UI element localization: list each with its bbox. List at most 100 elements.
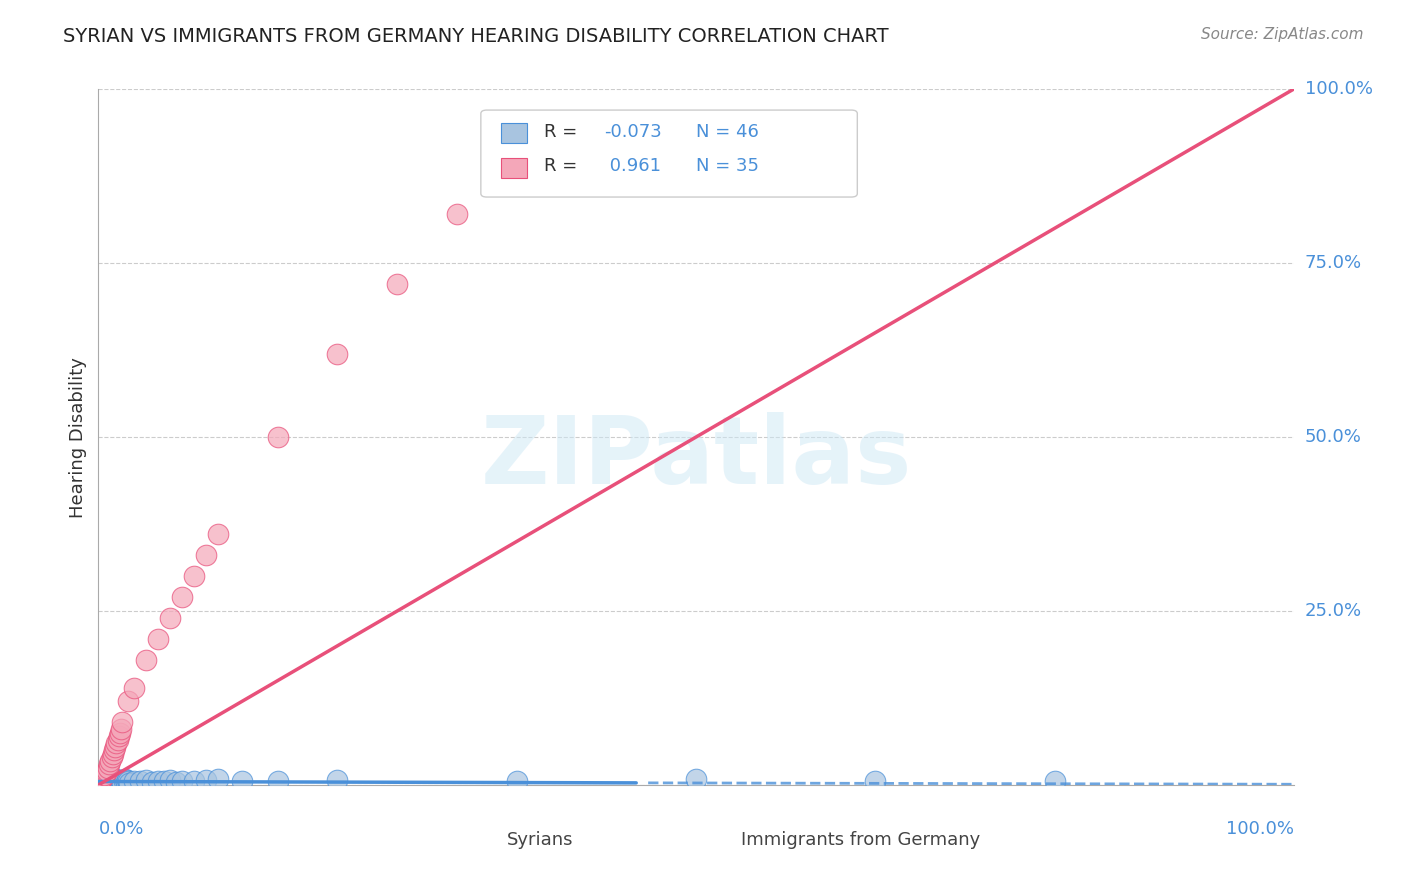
Point [1043,774,1066,789]
Point [183,774,205,789]
Text: Source: ZipAtlas.com: Source: ZipAtlas.com [1201,27,1364,42]
Point [93,776,115,790]
Point [87,774,110,789]
Point [685,772,707,787]
Point [110,774,132,789]
Text: 0.0%: 0.0% [98,820,143,838]
Point [172,590,194,604]
Point [105,772,128,787]
Point [107,775,129,789]
Text: R =: R = [544,122,583,141]
Text: N = 46: N = 46 [696,122,759,141]
Point [117,774,139,789]
Text: 25.0%: 25.0% [1305,602,1362,620]
Point [111,776,134,790]
Text: R =: R = [544,157,583,176]
Point [100,775,122,789]
Point [117,694,139,708]
Point [135,773,157,788]
Point [153,774,176,789]
Point [446,207,468,221]
Point [94,765,117,780]
Point [506,774,529,789]
Point [326,346,349,360]
Point [115,773,138,788]
Text: 100.0%: 100.0% [1305,80,1372,98]
Point [114,772,136,787]
Point [98,772,121,786]
Point [91,775,114,789]
Point [89,773,111,788]
Bar [702,830,731,849]
Point [506,131,529,145]
Point [118,776,141,790]
Point [159,773,181,788]
Point [108,773,131,788]
Point [267,774,290,789]
Point [148,773,170,788]
Text: ZIPatlas: ZIPatlas [481,412,911,504]
Bar [501,158,527,178]
Point [97,760,120,774]
Point [207,527,229,541]
Point [101,773,124,788]
Text: 0.961: 0.961 [605,157,661,176]
Point [107,732,129,747]
Text: -0.073: -0.073 [605,122,662,141]
Point [103,774,125,789]
Text: Immigrants from Germany: Immigrants from Germany [741,831,980,849]
Point [207,772,229,787]
Point [87,774,110,789]
Point [115,775,138,789]
Point [90,772,112,787]
Point [110,723,132,737]
Text: 50.0%: 50.0% [1305,428,1361,446]
Point [90,773,112,788]
Point [124,773,146,788]
Text: SYRIAN VS IMMIGRANTS FROM GERMANY HEARING DISABILITY CORRELATION CHART: SYRIAN VS IMMIGRANTS FROM GERMANY HEARIN… [63,27,889,45]
Y-axis label: Hearing Disability: Hearing Disability [69,357,87,517]
Point [104,776,127,790]
Point [148,632,170,646]
Point [194,773,217,788]
Point [91,770,114,784]
Point [111,715,134,730]
Point [107,773,129,788]
Point [108,726,131,740]
Point [100,750,122,764]
Point [93,767,115,781]
Point [91,773,114,788]
Point [267,430,290,444]
Bar [470,830,498,849]
Point [98,773,122,788]
Point [104,739,127,754]
Text: 100.0%: 100.0% [1226,820,1294,838]
Point [124,681,146,695]
Point [98,754,122,768]
Point [129,774,152,789]
Point [194,549,217,563]
Point [105,736,128,750]
Point [183,569,205,583]
Text: Syrians: Syrians [508,831,574,849]
Point [101,747,124,761]
Point [172,773,194,788]
Point [165,775,187,789]
FancyBboxPatch shape [481,110,858,197]
Point [96,774,118,789]
Point [89,776,111,790]
Point [159,611,181,625]
Point [863,773,886,788]
Point [135,653,157,667]
Point [103,743,125,757]
Point [96,764,118,778]
Bar [501,123,527,143]
Text: N = 35: N = 35 [696,157,759,176]
Point [107,729,129,743]
Point [97,776,120,790]
Point [112,773,135,788]
Point [326,773,349,788]
Point [141,775,163,789]
Point [385,277,409,291]
Point [94,772,117,787]
